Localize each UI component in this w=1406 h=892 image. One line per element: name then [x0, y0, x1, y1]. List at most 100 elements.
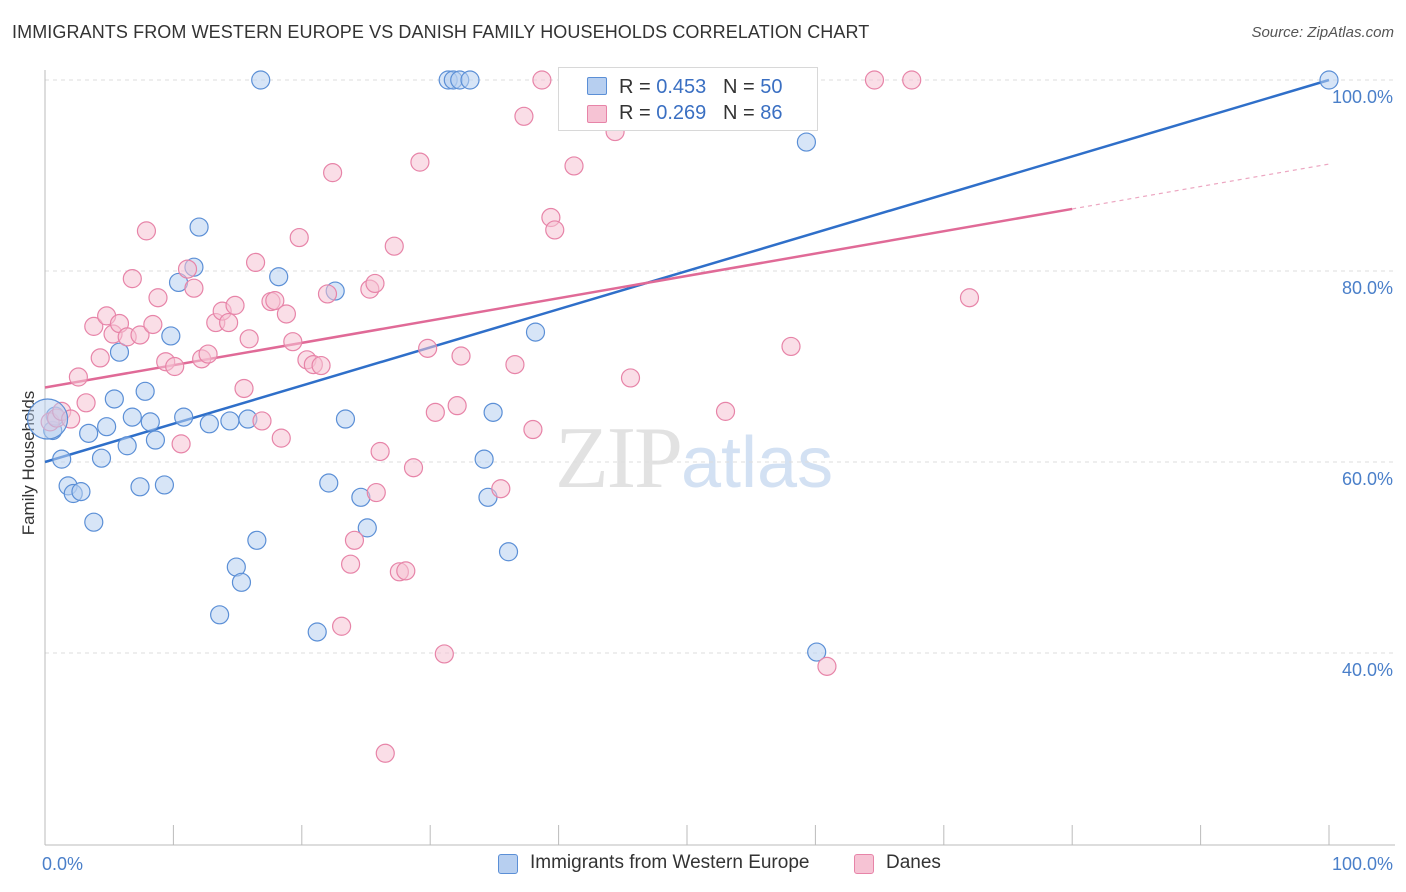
point-immigrants — [71, 482, 91, 502]
point-immigrants — [220, 411, 240, 431]
point-immigrants — [52, 449, 72, 469]
point-danes — [323, 163, 343, 183]
point-danes — [276, 304, 296, 324]
point-danes — [84, 316, 104, 336]
point-immigrants — [91, 448, 112, 468]
point-danes — [505, 354, 525, 375]
point-danes — [620, 368, 641, 388]
tick-labels: 0.0% 100.0% 40.0% 60.0% 80.0% 100.0% — [42, 87, 1393, 874]
legend-n-label: N = — [722, 76, 755, 98]
point-danes — [143, 314, 163, 335]
point-immigrants — [307, 622, 327, 642]
point-danes — [148, 288, 168, 308]
point-immigrants — [483, 402, 503, 422]
point-danes — [959, 288, 980, 308]
point-immigrants — [174, 407, 194, 427]
legend-label-immigrants: Immigrants from Western Europe — [530, 852, 810, 873]
point-danes — [177, 259, 198, 279]
y-tick-label-100: 100.0% — [1332, 87, 1393, 107]
point-danes — [340, 554, 361, 574]
gridlines — [45, 79, 1395, 654]
point-danes — [365, 273, 385, 294]
point-danes — [283, 332, 303, 352]
point-danes — [171, 434, 191, 454]
point-danes — [234, 378, 254, 399]
point-danes — [225, 295, 245, 315]
point-danes — [68, 367, 88, 387]
point-danes — [375, 743, 395, 763]
point-immigrants — [109, 342, 130, 362]
trend-line-immigrants — [44, 78, 1330, 464]
point-danes — [311, 355, 331, 376]
chart-title: IMMIGRANTS FROM WESTERN EUROPE VS DANISH… — [12, 22, 870, 42]
point-danes — [532, 70, 552, 90]
point-danes — [545, 220, 565, 240]
point-immigrants — [97, 417, 117, 437]
source-note: Source: ZipAtlas.com — [1251, 24, 1394, 41]
legend-label-danes: Danes — [886, 852, 941, 873]
point-danes — [252, 411, 272, 431]
watermark: ZIPatlas — [555, 408, 833, 509]
point-immigrants — [247, 530, 267, 550]
point-immigrants — [140, 412, 160, 432]
point-immigrants — [525, 322, 546, 342]
point-immigrants — [357, 518, 377, 538]
legend-r-value: 0.269 — [656, 102, 707, 124]
point-immigrants — [796, 132, 817, 152]
point-immigrants — [122, 407, 142, 427]
point-immigrants — [460, 70, 480, 90]
point-danes — [239, 329, 259, 349]
stats-legend: R = 0.453 N = 50 R = 0.269 N = 86 — [558, 67, 818, 131]
legend-row-pink: R = 0.269 N = 86 — [619, 102, 782, 125]
y-tick-label-40: 40.0% — [1342, 660, 1393, 680]
point-immigrants — [189, 217, 209, 237]
x-tick-label-1: 100.0% — [1332, 854, 1393, 874]
point-immigrants — [498, 542, 519, 562]
point-danes — [564, 156, 584, 176]
point-danes — [366, 482, 386, 503]
y-tick-label-60: 60.0% — [1342, 469, 1393, 489]
point-immigrants — [130, 477, 150, 497]
point-danes — [523, 419, 543, 440]
point-immigrants — [79, 423, 99, 443]
legend-r-value: 0.453 — [656, 76, 707, 98]
point-danes — [817, 656, 837, 676]
point-immigrants — [251, 70, 271, 90]
point-danes — [451, 346, 471, 366]
series-legend: Immigrants from Western Europe Danes — [0, 852, 1406, 878]
point-immigrants — [269, 267, 289, 287]
point-immigrants — [199, 414, 219, 434]
point-immigrants — [807, 642, 827, 662]
point-danes — [384, 236, 404, 256]
point-immigrants — [104, 389, 124, 409]
point-danes — [219, 312, 239, 333]
point-danes — [76, 393, 96, 413]
point-danes — [418, 338, 438, 358]
trend-line-danes-extension — [1072, 163, 1330, 210]
point-danes — [90, 348, 110, 368]
point-danes — [425, 402, 445, 422]
point-danes — [122, 269, 142, 289]
point-danes — [289, 227, 309, 248]
watermark-atlas: atlas — [681, 423, 834, 503]
legend-swatch-blue — [587, 77, 607, 95]
point-danes — [410, 152, 430, 172]
point-danes — [514, 106, 534, 126]
point-danes — [332, 616, 352, 636]
point-immigrants — [1319, 70, 1339, 90]
point-immigrants — [474, 449, 494, 469]
legend-n-value: 86 — [760, 102, 783, 124]
point-danes — [198, 344, 218, 364]
point-danes — [344, 530, 365, 550]
point-danes — [864, 70, 885, 90]
point-immigrants — [335, 409, 356, 429]
point-danes — [317, 284, 338, 304]
legend-n-value: 50 — [760, 76, 783, 98]
watermark-zip: ZIP — [555, 410, 683, 507]
legend-r-label: R = — [619, 102, 651, 124]
legend-swatch-immigrants — [498, 854, 518, 874]
point-immigrants — [161, 326, 181, 346]
point-immigrants — [210, 605, 230, 625]
point-immigrants — [117, 436, 137, 456]
